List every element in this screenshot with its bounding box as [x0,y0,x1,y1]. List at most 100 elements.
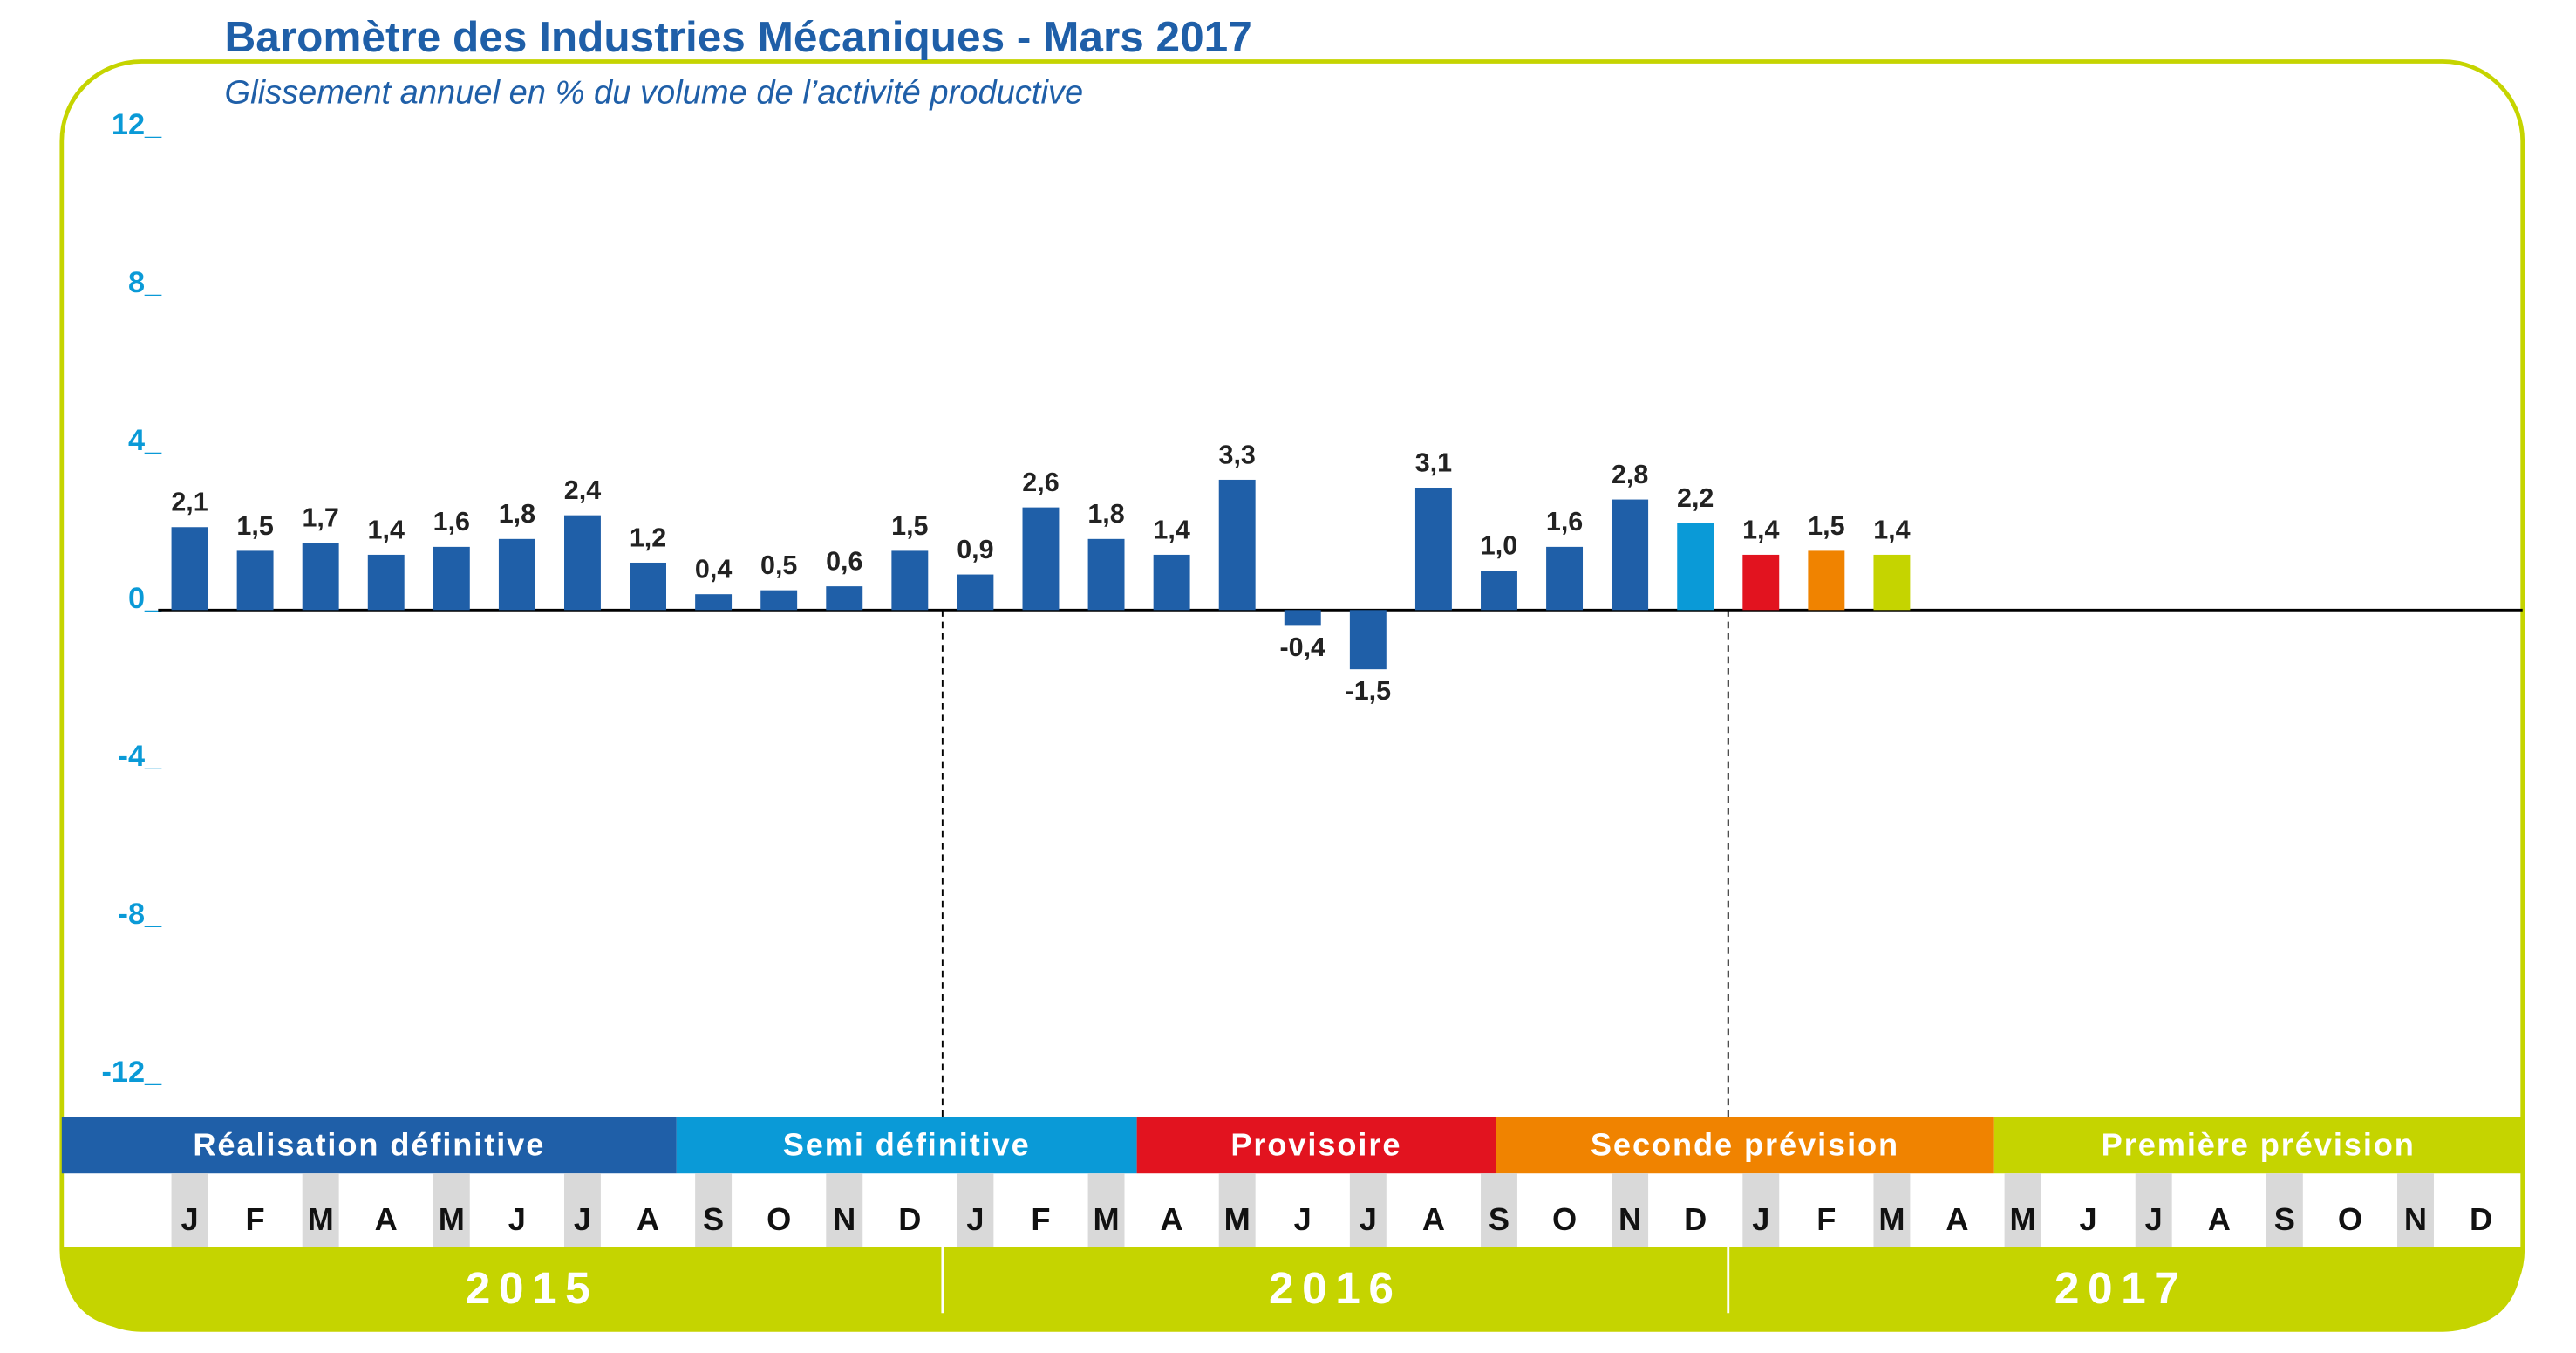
month-shade [302,1173,339,1247]
month-shade [2004,1173,2041,1247]
month-shade [564,1173,601,1247]
value-label: 2,6 [1022,468,1059,497]
bar [1808,550,1845,611]
bar [1546,546,1584,611]
bar [564,515,601,611]
month-shade [826,1173,863,1247]
x-tick-label: J [1752,1201,1769,1237]
bar [1284,610,1321,626]
x-tick-label: N [1619,1201,1641,1237]
bar [498,538,535,611]
bar [302,543,339,611]
x-tick-label: J [574,1201,591,1237]
bar [236,550,274,611]
bar [826,586,863,611]
value-label: 0,4 [695,555,732,584]
phase-label: Réalisation définitive [193,1126,545,1162]
value-label: 1,4 [368,515,405,544]
value-label: -0,4 [1280,632,1326,662]
phase-band [676,1117,1137,1174]
value-label: -1,5 [1346,676,1392,706]
value-label: 0,9 [957,535,993,564]
y-tick-label: -8_ [119,898,162,931]
bar [1022,507,1060,611]
x-tick-label: O [1552,1201,1577,1237]
bar [433,546,470,611]
x-tick-label: A [1422,1201,1445,1237]
month-shade [1742,1173,1780,1247]
bar [1087,538,1125,611]
value-label: 0,6 [826,547,862,577]
bar [1612,499,1649,611]
phase-band [1496,1117,1994,1174]
x-tick-label: M [308,1201,334,1237]
value-label: 1,4 [1742,515,1779,544]
month-shade [1481,1173,1517,1247]
month-shade [1349,1173,1387,1247]
bar [1742,554,1780,611]
bar [760,590,798,611]
year-band [61,1247,2523,1330]
year-label: 2016 [1269,1262,1402,1313]
bar [630,562,666,611]
value-label: 1,5 [1808,511,1844,541]
bar [957,574,994,611]
year-label: 2017 [2055,1262,2188,1313]
x-tick-label: N [2404,1201,2427,1237]
bar [1873,554,1911,611]
x-tick-label: M [2009,1201,2035,1237]
x-tick-label: M [1093,1201,1119,1237]
x-tick-label: M [1224,1201,1251,1237]
month-shade [2397,1173,2434,1247]
x-tick-label: D [1684,1201,1707,1237]
phase-label: Provisoire [1230,1126,1401,1162]
bar [1414,487,1452,611]
x-tick-label: J [181,1201,198,1237]
value-label: 1,7 [302,503,338,533]
value-label: 2,2 [1677,483,1714,513]
y-tick-label: 8_ [128,266,162,299]
month-shade [1612,1173,1649,1247]
bar [1153,554,1190,611]
value-label: 0,5 [760,550,797,580]
phase-band [1993,1117,2523,1174]
phase-label: Première prévision [2102,1126,2416,1162]
x-tick-label: F [246,1201,265,1237]
phase-label: Seconde prévision [1591,1126,1899,1162]
value-label: 1,4 [1873,515,1910,544]
month-shade [695,1173,733,1247]
x-tick-label: J [1294,1201,1312,1237]
value-label: 1,4 [1153,515,1189,544]
value-label: 1,2 [630,523,666,552]
x-tick-label: N [833,1201,855,1237]
bar [1349,610,1387,670]
chart-title: Baromètre des Industries Mécaniques - Ma… [225,13,1252,61]
value-label: 1,6 [1546,507,1583,536]
x-tick-label: J [2145,1201,2163,1237]
x-tick-label: S [703,1201,724,1237]
x-tick-label: A [1946,1201,1968,1237]
x-tick-label: J [508,1201,526,1237]
x-tick-label: M [439,1201,465,1237]
x-tick-label: A [1161,1201,1183,1237]
bar [1677,523,1714,611]
bar [1218,479,1256,611]
x-tick-label: O [767,1201,791,1237]
value-label: 1,8 [1087,499,1124,529]
value-label: 2,8 [1612,460,1648,489]
x-tick-label: D [2470,1201,2492,1237]
value-label: 1,8 [499,499,535,529]
value-label: 1,0 [1481,530,1517,560]
x-tick-label: F [1031,1201,1050,1237]
month-shade [2135,1173,2172,1247]
value-label: 1,5 [891,511,928,541]
value-label: 2,4 [564,475,601,505]
x-tick-label: A [375,1201,398,1237]
chart-subtitle: Glissement annuel en % du volume de l’ac… [225,75,1084,112]
x-tick-label: F [1816,1201,1836,1237]
month-shade [1087,1173,1125,1247]
x-tick-label: O [2338,1201,2362,1237]
x-tick-label: J [966,1201,984,1237]
value-label: 1,6 [433,507,470,536]
month-shade [171,1173,208,1247]
